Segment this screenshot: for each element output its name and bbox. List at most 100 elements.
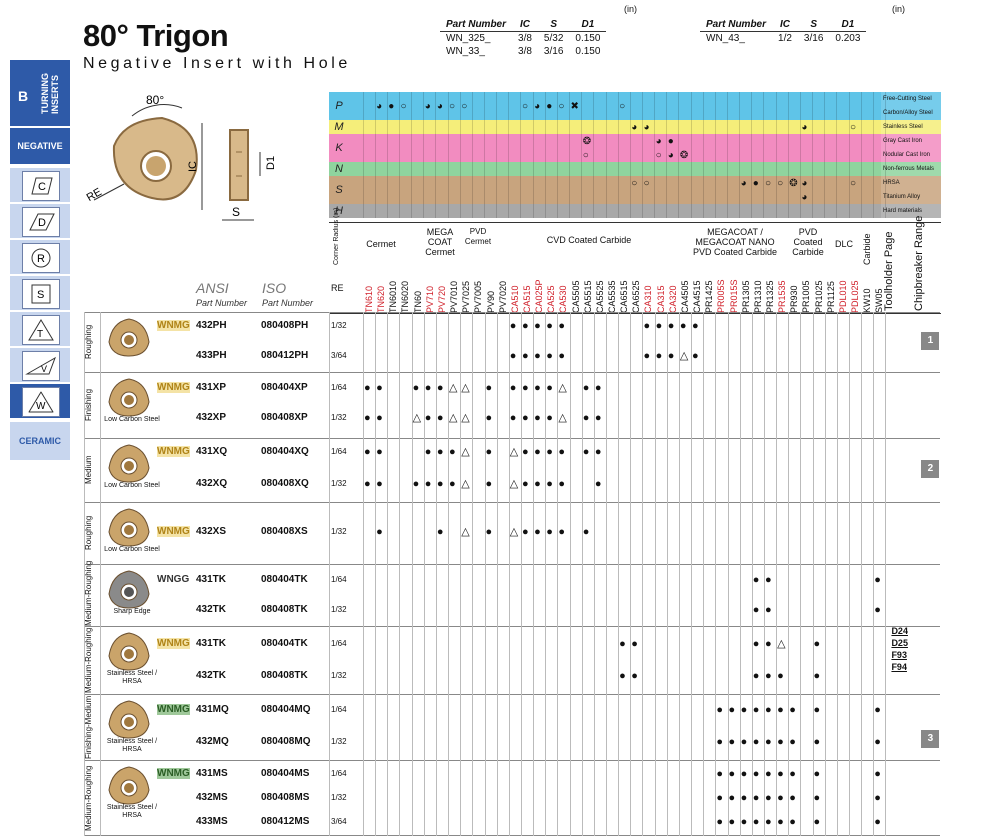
- ansi-part-number[interactable]: 431MQ: [196, 704, 229, 715]
- suitability-mark: ◕: [376, 101, 383, 112]
- suitability-mark: ○: [619, 101, 626, 112]
- iso-part-number[interactable]: 080408XS: [261, 526, 308, 537]
- ansi-part-number-header: Part Number: [196, 298, 248, 308]
- shape-tab-c[interactable]: C: [10, 168, 70, 202]
- availability-mark: ●: [546, 412, 553, 424]
- availability-mark: ●: [679, 320, 687, 332]
- corner-radius-value: 1/64: [331, 769, 347, 778]
- availability-mark: ●: [728, 792, 736, 804]
- shape-tab-w[interactable]: W: [10, 384, 70, 418]
- iso-part-number[interactable]: 080408XQ: [261, 478, 309, 489]
- ansi-part-number[interactable]: 432TK: [196, 604, 227, 615]
- ansi-part-number[interactable]: 431XP: [196, 382, 227, 393]
- rhombus-v-icon: V: [22, 351, 60, 381]
- toolholder-page-link[interactable]: F93: [891, 650, 907, 660]
- availability-mark: △: [509, 478, 519, 490]
- ansi-part-number[interactable]: 433MS: [196, 816, 228, 827]
- availability-mark: ●: [449, 446, 456, 458]
- svg-text:IC: IC: [187, 161, 199, 172]
- shape-tab-t[interactable]: T: [10, 312, 70, 346]
- ansi-part-number[interactable]: 432PH: [196, 320, 227, 331]
- iso-part-number[interactable]: 080408MQ: [261, 736, 311, 747]
- iso-part-number[interactable]: 080408MS: [261, 792, 310, 803]
- availability-mark: △: [777, 638, 786, 650]
- ansi-header: ANSI: [196, 280, 229, 296]
- iso-part-number[interactable]: 080408XP: [261, 412, 308, 423]
- insert-caption: Low Carbon Steel: [104, 416, 160, 423]
- availability-mark: ●: [521, 382, 529, 394]
- iso-part-number[interactable]: 080408TK: [261, 670, 308, 681]
- shape-tab-s[interactable]: S: [10, 276, 70, 310]
- availability-mark: ●: [558, 526, 566, 538]
- material-name: Hard materials: [881, 204, 941, 218]
- grade-header: Corner Radius (in) Cermet MEGA COAT Cerm…: [329, 207, 941, 314]
- material-row-s: S HRSA Titanium Alloy: [329, 176, 941, 204]
- iso-part-number[interactable]: 080412PH: [261, 350, 309, 361]
- ansi-prefix: WNMG: [157, 638, 190, 649]
- availability-mark: ●: [764, 792, 772, 804]
- iso-part-number[interactable]: 080404TK: [261, 574, 308, 585]
- ansi-part-number[interactable]: 433PH: [196, 350, 227, 361]
- section-tab-turning[interactable]: B TURNING INSERTS: [10, 60, 70, 126]
- iso-part-number[interactable]: 080404TK: [261, 638, 308, 649]
- svg-text:D: D: [38, 217, 46, 229]
- grade-col-tn60: TN60: [412, 290, 423, 313]
- shape-tab-d[interactable]: D: [10, 204, 70, 238]
- availability-mark: ●: [752, 768, 760, 780]
- availability-mark: ●: [534, 412, 541, 424]
- iso-part-number[interactable]: 080404MS: [261, 768, 310, 779]
- ansi-part-number[interactable]: 432XS: [196, 526, 227, 537]
- toolholder-page-link[interactable]: D24: [891, 626, 908, 636]
- iso-part-number[interactable]: 080404XQ: [261, 446, 309, 457]
- availability-mark: ●: [594, 446, 602, 458]
- availability-mark: ●: [764, 670, 772, 682]
- ansi-part-number[interactable]: 432MS: [196, 792, 228, 803]
- corner-radius-header: Corner Radius (in): [333, 207, 340, 265]
- iso-part-number[interactable]: 080404MQ: [261, 704, 311, 715]
- suitability-mark: ○: [655, 150, 662, 161]
- availability-mark: ●: [412, 478, 420, 490]
- shape-tab-v[interactable]: V: [10, 348, 70, 382]
- shape-tab-r[interactable]: R: [10, 240, 70, 274]
- suitability-mark: ○: [764, 178, 771, 189]
- iso-part-number[interactable]: 080408TK: [261, 604, 308, 615]
- toolholder-page-link[interactable]: D25: [891, 638, 908, 648]
- availability-mark: ●: [364, 478, 371, 490]
- toolholder-page-link[interactable]: F94: [891, 662, 907, 672]
- ansi-part-number[interactable]: 432MQ: [196, 736, 229, 747]
- iso-part-number[interactable]: 080408PH: [261, 320, 309, 331]
- availability-mark: △: [412, 412, 422, 424]
- ansi-part-number[interactable]: 432TK: [196, 670, 227, 681]
- tab-negative[interactable]: NEGATIVE: [10, 128, 70, 164]
- trigon-w-icon: W: [22, 387, 60, 417]
- availability-mark: ●: [874, 792, 881, 804]
- iso-part-number[interactable]: 080412MS: [261, 816, 310, 827]
- ansi-part-number[interactable]: 431TK: [196, 574, 227, 585]
- suitability-mark: ◕: [424, 101, 431, 112]
- ansi-part-number[interactable]: 432XQ: [196, 478, 228, 489]
- availability-mark: ●: [485, 446, 493, 458]
- availability-mark: ●: [521, 350, 529, 362]
- availability-mark: ●: [752, 574, 760, 586]
- availability-mark: ●: [594, 478, 602, 490]
- availability-mark: ●: [789, 816, 796, 828]
- tab-ceramic[interactable]: CERAMIC: [10, 422, 70, 460]
- material-letter: M: [329, 120, 349, 134]
- material-name: Free-Cutting Steel: [881, 92, 941, 106]
- corner-radius-value: 1/32: [331, 605, 347, 614]
- iso-part-number[interactable]: 080404XP: [261, 382, 308, 393]
- insert-diagram: 80° IC RE D1 S: [85, 93, 277, 221]
- ansi-part-number[interactable]: 431XQ: [196, 446, 228, 457]
- insert-image: [108, 508, 150, 547]
- availability-mark: ●: [521, 478, 529, 490]
- availability-mark: ●: [521, 412, 529, 424]
- grade-col-kw10: KW10: [862, 288, 873, 313]
- availability-mark: ●: [874, 574, 881, 586]
- ansi-part-number[interactable]: 432XP: [196, 412, 227, 423]
- material-name: Gray Cast Iron: [881, 134, 941, 148]
- ansi-part-number[interactable]: 431MS: [196, 768, 228, 779]
- ansi-part-number[interactable]: 431TK: [196, 638, 227, 649]
- suitability-mark: ○: [850, 122, 857, 133]
- grade-col-pr930: PR930: [789, 285, 800, 313]
- suitability-mark: ◕: [436, 101, 443, 112]
